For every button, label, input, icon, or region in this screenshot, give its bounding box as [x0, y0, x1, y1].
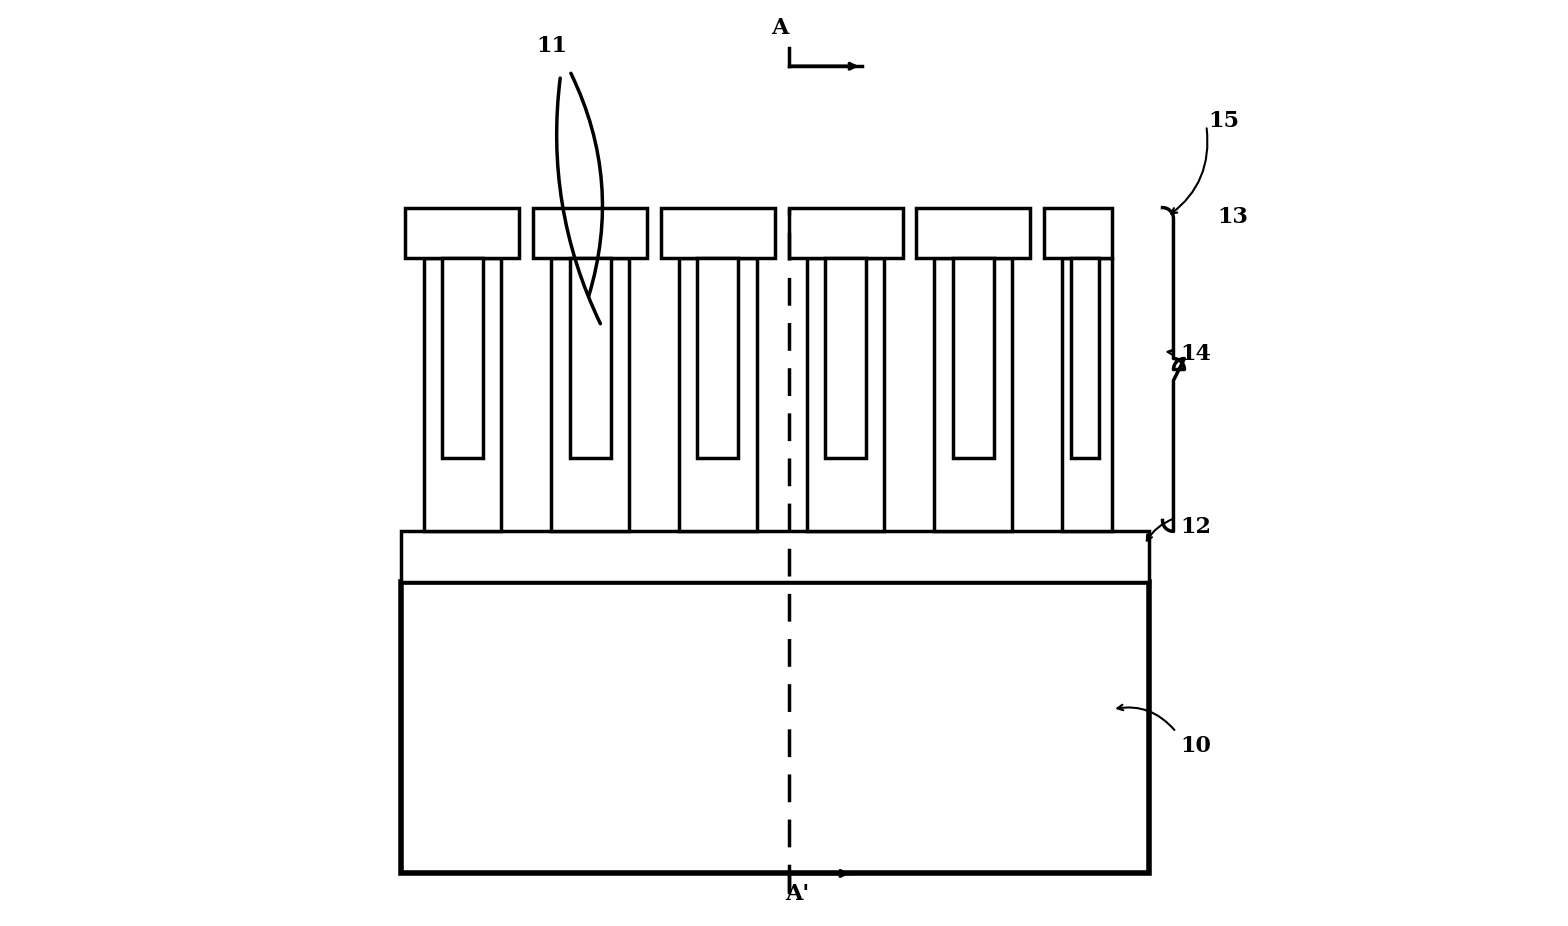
Bar — [401, 582, 1149, 873]
Bar — [953, 257, 994, 458]
Bar — [789, 207, 903, 257]
Bar — [935, 257, 1011, 532]
Bar — [660, 207, 775, 257]
Bar — [423, 257, 502, 532]
Bar — [552, 257, 629, 532]
Bar — [401, 532, 1149, 582]
Bar — [916, 207, 1030, 257]
Bar — [808, 257, 884, 532]
Text: 14: 14 — [1181, 343, 1212, 365]
Bar — [698, 257, 739, 458]
Bar — [533, 207, 648, 257]
Text: 10: 10 — [1181, 734, 1212, 757]
Bar — [825, 257, 866, 458]
Bar — [1044, 207, 1112, 257]
Bar — [679, 257, 757, 532]
Text: 15: 15 — [1207, 110, 1239, 132]
Text: A': A' — [786, 883, 809, 906]
Bar — [569, 257, 610, 458]
Bar — [406, 207, 519, 257]
Text: 13: 13 — [1217, 206, 1248, 228]
Bar — [442, 257, 483, 458]
Text: 11: 11 — [536, 35, 568, 57]
Text: A: A — [771, 17, 789, 39]
Bar — [1071, 257, 1099, 458]
Text: 12: 12 — [1181, 516, 1212, 538]
Bar — [1062, 257, 1112, 532]
